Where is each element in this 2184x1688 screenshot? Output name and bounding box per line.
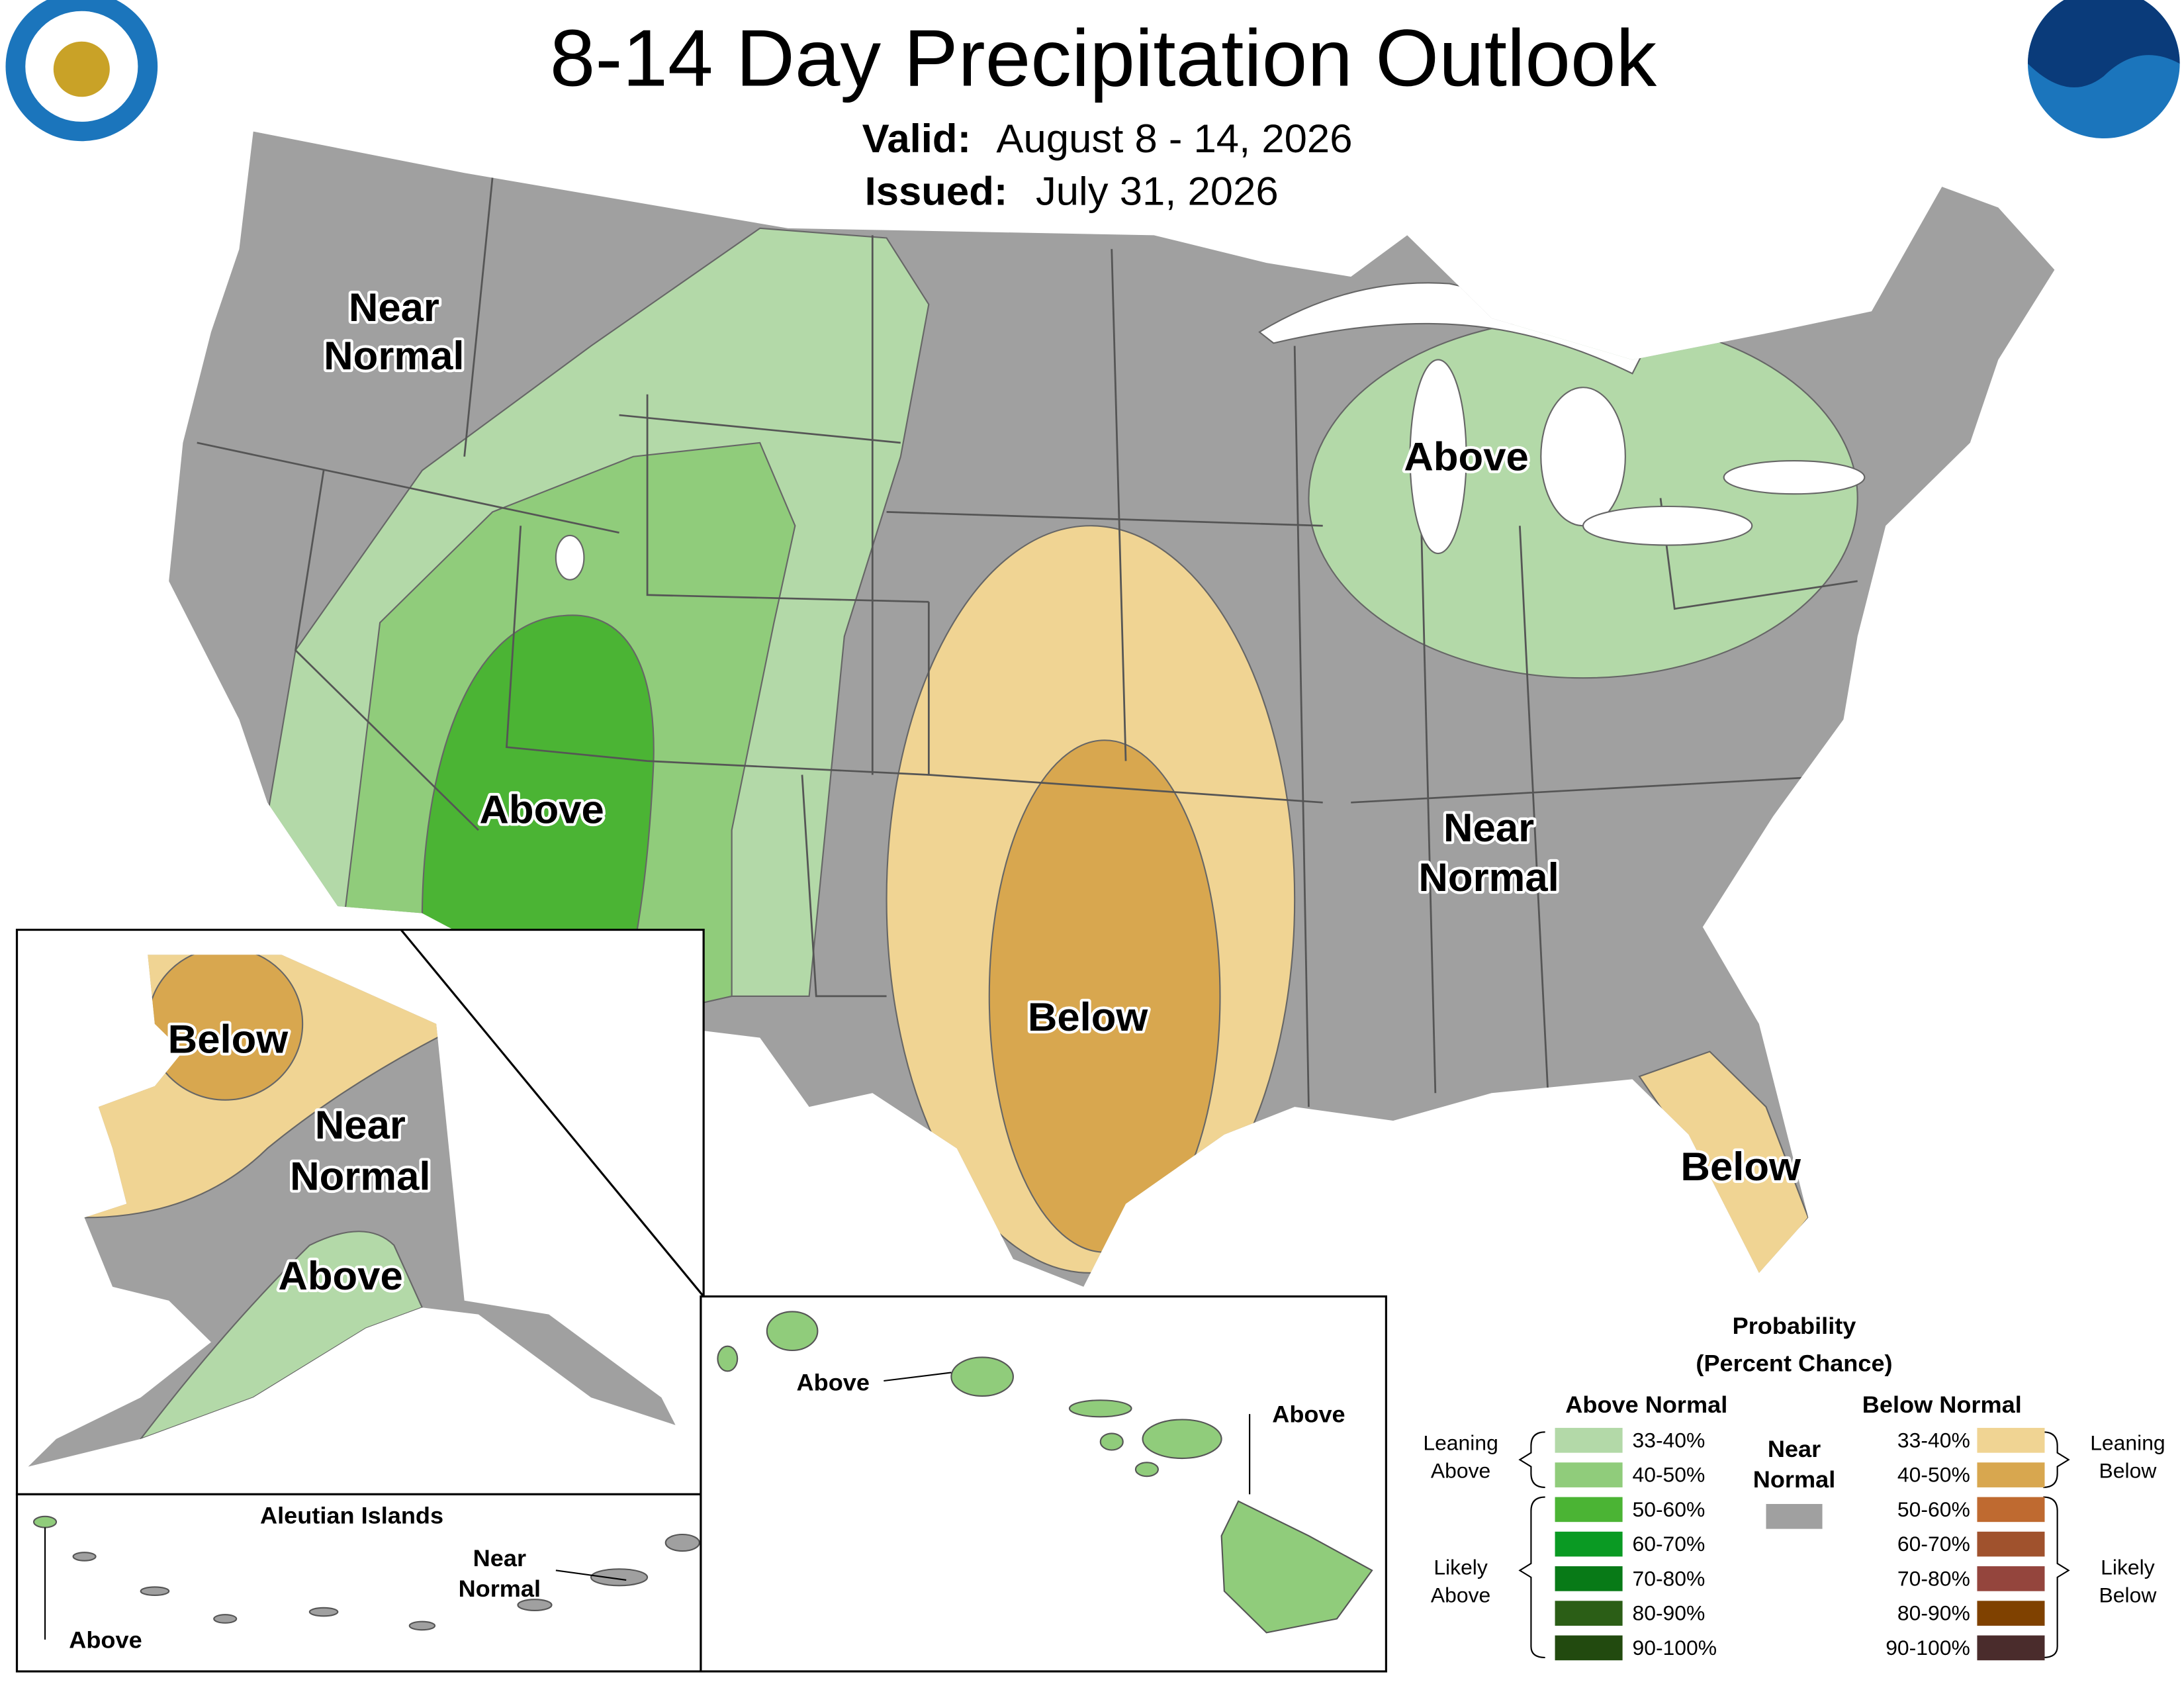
region-label: Near [473, 1545, 526, 1571]
aleutian-inset [15, 1493, 705, 1673]
legend-label: 50-60% [1632, 1497, 1705, 1521]
legend-label: 60-70% [1632, 1532, 1705, 1556]
legend-swatch [1977, 1601, 2045, 1626]
legend-swatch [1555, 1635, 1623, 1661]
bracket-label: Below [2099, 1459, 2157, 1483]
legend: Probability (Percent Chance) Above Norma… [1423, 1313, 2165, 1661]
valid-dates: August 8 - 14, 2026 [996, 116, 1352, 160]
legend-swatch [1977, 1428, 2045, 1453]
island [308, 1607, 339, 1617]
island [408, 1620, 436, 1631]
bracket-label: Leaning [2090, 1431, 2165, 1455]
region-label: Above [479, 787, 604, 831]
bracket-label: Leaning [1423, 1431, 1498, 1455]
legend-swatch [1977, 1531, 2045, 1557]
legend-label: 40-50% [1897, 1463, 1970, 1487]
legend-heading: Near [1768, 1436, 1821, 1462]
legend-label: 50-60% [1897, 1497, 1970, 1521]
legend-label: 70-80% [1897, 1567, 1970, 1591]
region-label: Normal [1418, 855, 1559, 900]
island [213, 1614, 238, 1624]
leader-line [884, 1372, 952, 1382]
inset-connector [400, 929, 705, 1297]
bracket-label: Above [1431, 1583, 1490, 1607]
region-label: Normal [459, 1575, 541, 1602]
bracket-label: Above [1431, 1459, 1490, 1483]
legend-heading: Below Normal [1862, 1391, 2022, 1418]
legend-label: 40-50% [1632, 1463, 1705, 1487]
legend-label: 90-100% [1632, 1636, 1717, 1660]
region-label: Above [69, 1627, 142, 1654]
legend-label: 33-40% [1897, 1429, 1970, 1452]
legend-swatch [1977, 1462, 2045, 1487]
bracket-label: Likely [2101, 1556, 2155, 1579]
legend-label: 70-80% [1632, 1567, 1705, 1591]
legend-swatch [1977, 1497, 2045, 1523]
issued-label: Issued: [865, 169, 1008, 213]
legend-label: 80-90% [1897, 1601, 1970, 1625]
legend-swatch [1977, 1635, 2045, 1661]
great-lakes [555, 282, 1866, 581]
legend-label: 90-100% [1886, 1636, 1970, 1660]
hawaii-islands [717, 1311, 1373, 1634]
region-label: Below [168, 1017, 289, 1061]
island [664, 1533, 700, 1552]
region-label: Above [1404, 434, 1528, 479]
above-33-area [138, 1231, 424, 1441]
region-label: Near [349, 285, 439, 329]
region-label: Below [1028, 995, 1148, 1039]
legend-swatch [1555, 1601, 1623, 1626]
noaa-logo [2027, 0, 2180, 138]
bracket-label: Below [2099, 1583, 2157, 1607]
region-label: Above [278, 1254, 402, 1298]
legend-swatch [1555, 1497, 1623, 1523]
legend-swatch [1555, 1531, 1623, 1557]
region-label: Above [1272, 1401, 1345, 1428]
legend-heading: Normal [1753, 1466, 1836, 1493]
region-label: Normal [290, 1154, 430, 1198]
region-label: Above [797, 1370, 870, 1396]
leader-line [555, 1570, 627, 1581]
commerce-seal [5, 0, 158, 142]
conus-map [169, 131, 2055, 1287]
issued-date: July 31, 2026 [1036, 169, 1279, 213]
state-lines [197, 177, 1858, 1107]
legend-swatch [1977, 1566, 2045, 1591]
island [590, 1568, 649, 1587]
aleutian-islands [72, 1533, 700, 1631]
inset-title: Aleutian Islands [260, 1503, 443, 1529]
above-50-area [421, 614, 655, 1018]
region-label: Below [1680, 1144, 1801, 1188]
legend-title: (Percent Chance) [1696, 1350, 1892, 1377]
region-label: Near [1443, 805, 1534, 849]
legend-label: 80-90% [1632, 1601, 1705, 1625]
legend-swatch [1555, 1462, 1623, 1487]
legend-brackets [1518, 1431, 2070, 1659]
legend-swatch [1555, 1428, 1623, 1453]
legend-label: 60-70% [1897, 1532, 1970, 1556]
island [140, 1586, 170, 1597]
legend-label: 33-40% [1632, 1429, 1705, 1452]
legend-swatch [1555, 1566, 1623, 1591]
legend-title: Probability [1733, 1313, 1856, 1339]
legend-swatch [1766, 1504, 1823, 1529]
region-label: Normal [324, 334, 464, 378]
above-island [32, 1515, 58, 1528]
legend-heading: Above Normal [1565, 1391, 1727, 1418]
title: 8-14 Day Precipitation Outlook [550, 13, 1657, 103]
island [72, 1552, 97, 1562]
island [517, 1599, 553, 1611]
valid-label: Valid: [862, 116, 971, 160]
bracket-label: Likely [1433, 1556, 1488, 1579]
region-label: Near [315, 1103, 406, 1147]
